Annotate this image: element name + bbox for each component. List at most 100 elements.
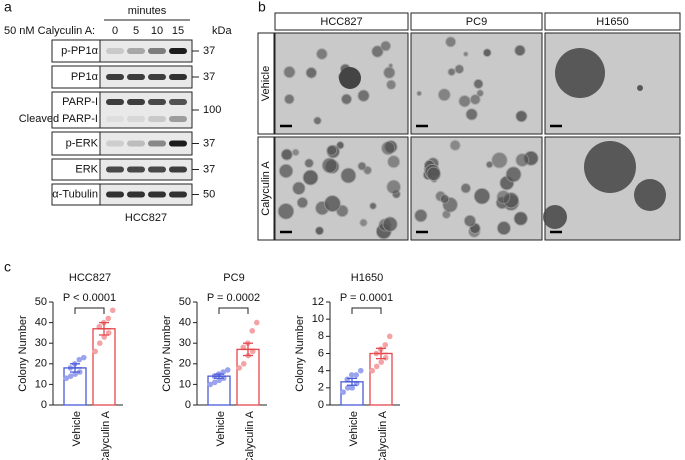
blot-label-box xyxy=(51,91,101,129)
y-axis-label: Colony Number xyxy=(294,315,306,392)
colony xyxy=(414,209,428,223)
data-point xyxy=(63,375,70,382)
data-point xyxy=(101,334,108,340)
data-point xyxy=(207,381,214,388)
colony xyxy=(292,181,306,196)
y-tick-label: 12 xyxy=(312,296,324,308)
p-value: P < 0.0001 xyxy=(63,292,116,304)
blot-band xyxy=(148,140,166,147)
colony xyxy=(371,45,384,58)
p-value: P = 0.0001 xyxy=(340,292,393,304)
colony xyxy=(359,218,368,227)
colony xyxy=(447,67,456,77)
blot-band xyxy=(106,140,124,147)
significance-bracket xyxy=(218,307,249,314)
colony xyxy=(314,226,324,236)
y-tick-label: 40 xyxy=(35,317,47,329)
colony xyxy=(449,139,461,151)
colony xyxy=(426,166,441,182)
data-point xyxy=(92,348,99,355)
y-tick-label: 30 xyxy=(35,337,47,349)
column-header: H1650 xyxy=(596,16,628,28)
column-header-box xyxy=(544,12,681,31)
colony xyxy=(305,67,318,79)
colony xyxy=(463,214,477,228)
blot-band xyxy=(148,191,166,198)
y-tick-label: 50 xyxy=(35,296,47,308)
y-tick-label: 20 xyxy=(35,358,47,370)
kda-marker: 37 xyxy=(203,45,215,57)
blot-band xyxy=(169,74,187,80)
y-tick-label: 4 xyxy=(318,365,324,377)
kda-marker: 37 xyxy=(203,71,215,83)
colony xyxy=(555,48,605,98)
colony xyxy=(543,205,567,229)
minutes-label: minutes xyxy=(128,5,167,17)
significance-bracket xyxy=(351,307,382,314)
data-point xyxy=(76,356,83,363)
colony xyxy=(336,141,345,150)
x-tick-label: Calyculin A xyxy=(244,410,256,460)
data-point xyxy=(105,330,112,336)
y-tick-label: 40 xyxy=(179,317,191,329)
colony xyxy=(387,155,401,169)
colony xyxy=(277,202,295,220)
colony xyxy=(369,202,377,210)
colony xyxy=(380,141,396,156)
colony xyxy=(357,161,367,171)
y-axis-label: Colony Number xyxy=(17,315,29,392)
kda-marker: 50 xyxy=(203,188,215,200)
colony xyxy=(323,195,341,213)
colony xyxy=(515,110,528,123)
blot-row-label: ERK xyxy=(75,163,98,175)
x-tick-label: Vehicle xyxy=(71,411,83,446)
colony xyxy=(302,169,319,186)
colony xyxy=(473,78,484,89)
blot-band xyxy=(169,116,187,122)
colony xyxy=(340,93,353,105)
data-point xyxy=(67,373,74,379)
row-header-box xyxy=(257,136,275,241)
colony xyxy=(465,108,478,121)
blot-band xyxy=(106,166,124,173)
lane-label: 5 xyxy=(133,25,139,37)
colony xyxy=(462,51,469,57)
colony xyxy=(445,36,457,48)
column-header: PC9 xyxy=(466,16,487,28)
y-axis-label: Colony Number xyxy=(161,315,173,392)
y-tick-label: 0 xyxy=(41,399,47,411)
data-point xyxy=(357,367,364,374)
colony xyxy=(496,221,511,236)
y-tick-label: 30 xyxy=(179,337,191,349)
colony xyxy=(485,160,494,169)
colony xyxy=(321,157,338,174)
y-tick-label: 10 xyxy=(35,378,47,390)
blot-band xyxy=(127,191,145,198)
data-point xyxy=(240,361,247,367)
x-tick-label: Vehicle xyxy=(348,411,360,446)
data-point xyxy=(224,367,231,373)
colony xyxy=(469,93,481,105)
y-tick-label: 0 xyxy=(318,399,324,411)
colony xyxy=(584,141,636,193)
blot-band xyxy=(106,48,124,54)
row-header: Calyculin A xyxy=(260,161,272,216)
blot-band xyxy=(127,166,145,173)
y-tick-label: 10 xyxy=(312,313,324,325)
y-tick-label: 2 xyxy=(318,382,324,394)
colony xyxy=(482,48,492,58)
data-point xyxy=(220,369,227,375)
treatment-label: 50 nM Calyculin A: xyxy=(4,25,95,37)
kda-marker: 100 xyxy=(203,104,221,116)
blot-band xyxy=(127,140,145,147)
blot-band xyxy=(169,191,187,198)
colony xyxy=(340,167,357,184)
kda-marker: 37 xyxy=(203,163,215,175)
colony xyxy=(454,64,465,74)
column-header: HCC827 xyxy=(320,16,362,28)
colony xyxy=(283,65,296,79)
kda-label: kDa xyxy=(212,25,232,37)
colony xyxy=(385,79,397,90)
row-header: Vehicle xyxy=(260,66,272,101)
